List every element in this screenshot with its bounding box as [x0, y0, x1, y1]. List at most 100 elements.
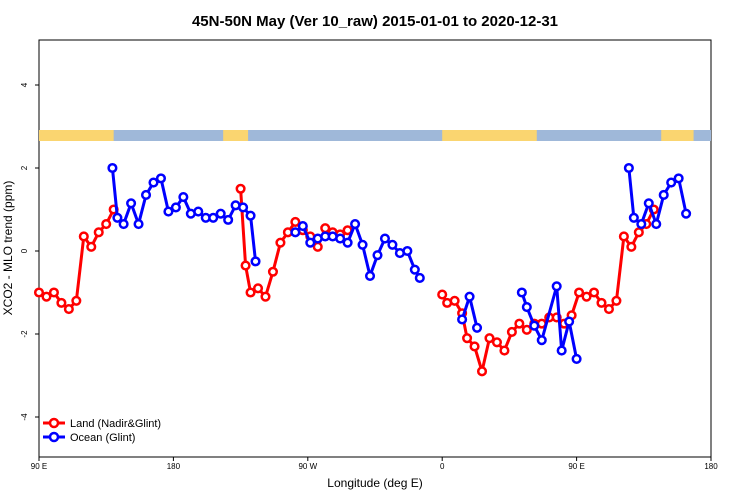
data-point-land [449, 295, 460, 306]
series-layer [33, 162, 692, 377]
y-tick-label: 2 [20, 165, 29, 170]
data-point-ocean [163, 206, 174, 217]
data-point-land [484, 333, 495, 344]
legend: Land (Nadir&Glint) Ocean (Glint) [43, 417, 161, 444]
data-point-land [63, 304, 74, 315]
series-ocean [107, 162, 692, 364]
data-point-ocean [178, 192, 189, 203]
data-point-land [71, 295, 82, 306]
data-point-ocean [305, 237, 316, 248]
data-point-land [245, 287, 256, 298]
data-point-ocean [170, 202, 181, 213]
x-axis: 90 E 180 90 W 0 90 E 180 [31, 457, 718, 471]
y-tick-label: 0 [20, 248, 29, 253]
data-point-ocean [193, 206, 204, 217]
data-point-land [41, 291, 52, 302]
data-point-ocean [208, 212, 219, 223]
land-band [39, 130, 114, 141]
data-point-ocean [335, 233, 346, 244]
data-point-land [581, 291, 592, 302]
data-point-ocean [471, 322, 483, 333]
data-point-ocean [564, 316, 575, 327]
legend-land-marker [48, 417, 60, 429]
data-point-ocean [250, 256, 261, 267]
x-axis-label: Longitude (deg E) [327, 476, 422, 490]
data-point-ocean [623, 162, 634, 174]
x-tick-label: 90 E [31, 462, 47, 471]
data-point-land [618, 231, 629, 242]
data-point-ocean [297, 221, 308, 232]
series-line-land [239, 188, 349, 299]
legend-land-label: Land (Nadir&Glint) [70, 418, 161, 430]
land-band [223, 130, 249, 141]
data-point-ocean [551, 281, 562, 292]
chart-title: 45N-50N May (Ver 10_raw) 2015-01-01 to 2… [192, 13, 558, 30]
data-point-land [521, 324, 532, 335]
data-point-land [603, 304, 615, 315]
data-point-land [469, 341, 480, 352]
data-point-land [596, 297, 607, 308]
data-point-ocean [112, 212, 123, 223]
plot-frame [38, 39, 712, 458]
data-point-ocean [651, 218, 662, 230]
data-point-ocean [364, 270, 376, 281]
data-point-ocean [290, 227, 301, 238]
data-point-land [86, 241, 97, 252]
data-point-ocean [223, 214, 234, 225]
data-point-ocean [379, 233, 391, 244]
legend-ocean-marker [48, 431, 60, 443]
data-point-ocean [238, 202, 249, 213]
data-point-land [574, 287, 585, 298]
data-point-land [260, 291, 271, 302]
x-tick-label: 90 W [298, 462, 317, 471]
data-point-land [240, 260, 251, 271]
series-line-ocean [110, 167, 258, 262]
data-point-land [633, 227, 644, 238]
data-point-land [514, 318, 525, 329]
data-point-land [93, 227, 104, 238]
data-point-ocean [133, 218, 144, 230]
data-point-land [491, 337, 503, 348]
y-axis-label: XCO2 - MLO trend (ppm) [1, 181, 15, 316]
data-point-ocean [643, 198, 654, 209]
data-point-land [78, 231, 89, 242]
data-point-ocean [414, 272, 425, 284]
data-point-land [267, 266, 279, 277]
data-point-ocean [464, 291, 475, 302]
data-point-ocean [457, 314, 468, 325]
series-land [33, 183, 659, 377]
data-point-ocean [357, 239, 368, 250]
data-point-ocean [556, 345, 567, 356]
ocean-band [39, 130, 711, 141]
x-tick-label: 90 E [568, 462, 584, 471]
data-point-ocean [350, 218, 361, 230]
data-point-ocean [118, 218, 129, 230]
data-point-ocean [681, 208, 692, 219]
legend-ocean-label: Ocean (Glint) [70, 432, 135, 444]
data-point-land [437, 289, 448, 300]
land-band [661, 130, 694, 141]
x-tick-label: 180 [167, 462, 181, 471]
data-point-land [275, 237, 286, 248]
data-point-land [476, 366, 488, 377]
data-point-ocean [387, 239, 398, 250]
data-point-ocean [628, 212, 639, 223]
data-point-ocean [666, 177, 677, 188]
data-point-land [588, 287, 600, 298]
data-point-land [611, 295, 622, 306]
data-point-ocean [245, 210, 256, 221]
data-point-ocean [155, 173, 167, 184]
data-point-ocean [107, 162, 118, 174]
y-axis: -4 -2 0 2 4 [20, 82, 39, 421]
data-point-ocean [402, 245, 413, 257]
data-point-ocean [215, 208, 226, 219]
y-tick-label: 4 [20, 82, 29, 87]
data-point-land [33, 287, 45, 298]
data-point-ocean [521, 301, 532, 313]
data-point-land [101, 218, 112, 230]
data-point-ocean [673, 173, 684, 184]
data-point-ocean [409, 264, 420, 275]
data-point-ocean [342, 237, 353, 248]
data-point-land [462, 333, 473, 344]
